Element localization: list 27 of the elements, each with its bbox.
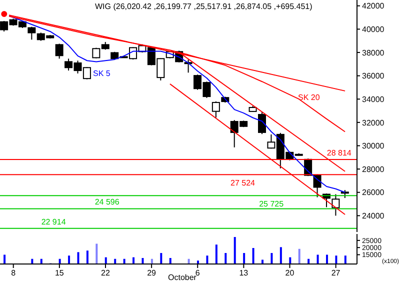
series-label: SK 20 (298, 93, 320, 102)
y-tick-label: 38000 (362, 48, 385, 58)
y-tick-label: 42000 (362, 2, 385, 11)
y-tick-label: 30000 (362, 142, 385, 151)
text: October (168, 273, 196, 282)
y-tick-label: 36000 (362, 72, 385, 81)
y-tick-label: 26000 (362, 188, 385, 198)
x-tick-label: 22 (101, 268, 110, 278)
series-label: SK 5 (93, 69, 111, 78)
chart-title: WIG (26,020.42 ,26,199.77 ,25,517.91 ,26,874.05 ,+695.451) (95, 2, 313, 11)
x-tick-label: 8 (11, 268, 16, 278)
x-tick-label: 20 (285, 268, 295, 278)
ref-line-label: 25 725 (259, 200, 284, 209)
x-tick-label: 29 (147, 268, 157, 278)
x-tick-label: 27 (331, 268, 341, 278)
ref-line-label: 24 596 (94, 198, 120, 207)
y-tick-label: 24000 (362, 212, 385, 221)
ref-line-label: 22 914 (41, 217, 66, 226)
x-tick-label: 13 (239, 268, 249, 278)
y-tick-label: 40000 (362, 24, 385, 34)
ref-line-label: 27 524 (230, 178, 256, 188)
y-tick-label: 28000 (362, 164, 385, 174)
x-tick-label: 15 (54, 268, 64, 278)
x-tick-label: 6 (195, 268, 200, 278)
ref-line-label: 28 814 (326, 148, 352, 158)
y-tick-label: 34000 (362, 94, 385, 104)
y-tick-label: 32000 (362, 118, 385, 128)
